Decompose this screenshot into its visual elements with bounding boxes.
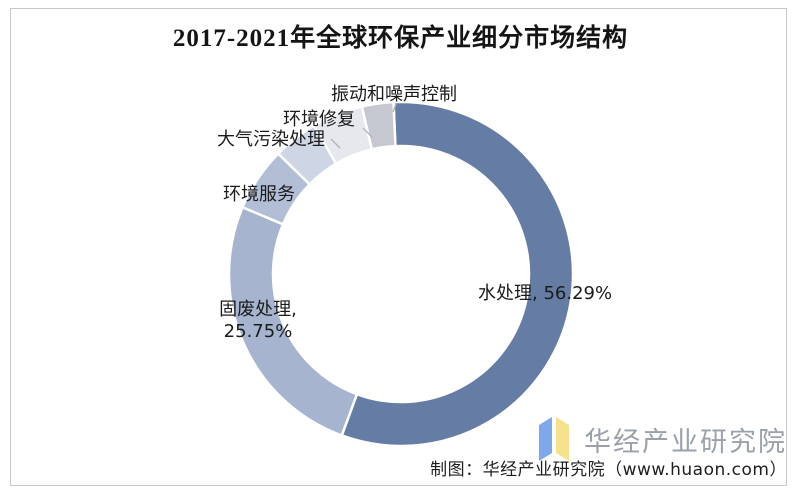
- label-solid-waste-treatment: 固废处理, 25.75%: [219, 299, 297, 342]
- logo-text: 华经产业研究院: [584, 427, 787, 458]
- leader-lines: [330, 103, 397, 149]
- credit-line: 制图：华经产业研究院（www.huaon.com）: [430, 460, 787, 480]
- leader-line-air: [330, 138, 341, 149]
- logo-book-right-page: [556, 417, 569, 461]
- label-environmental-remediation: 环境修复: [283, 109, 355, 130]
- pie-segments: [227, 100, 575, 448]
- logo-book-left-page: [539, 417, 552, 461]
- pie-segment-6: [360, 100, 397, 151]
- leader-line-remediation: [362, 127, 373, 138]
- logo-book-icon: [539, 417, 569, 461]
- chart-title: 2017-2021年全球环保产业细分市场结构: [172, 25, 629, 52]
- label-environmental-services: 环境服务: [223, 184, 295, 205]
- pie-segment-1: [340, 100, 575, 448]
- label-air-pollution-treatment: 大气污染处理: [217, 129, 325, 150]
- leader-line-vibration: [392, 103, 397, 113]
- label-water-treatment: 水处理, 56.29%: [478, 283, 613, 304]
- label-vibration-noise-control: 振动和噪声控制: [331, 84, 457, 105]
